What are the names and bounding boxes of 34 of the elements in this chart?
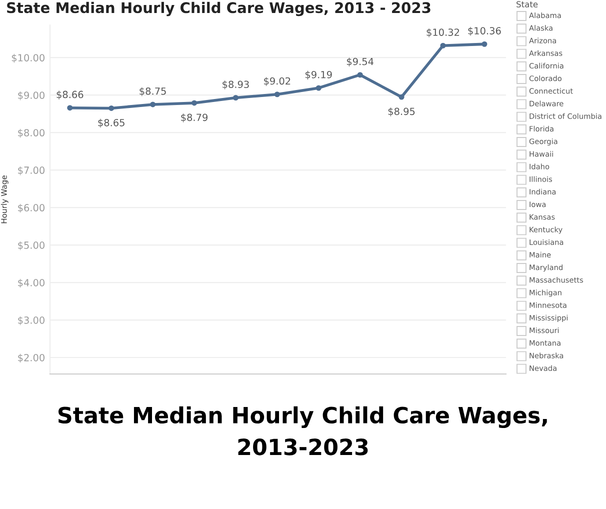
- data-label: $8.65: [98, 118, 124, 128]
- data-label: $8.75: [140, 87, 166, 96]
- data-label: $10.36: [468, 26, 501, 36]
- data-label: $10.32: [426, 28, 460, 38]
- data-label: $8.95: [388, 108, 415, 116]
- data-label: $9.54: [346, 58, 374, 66]
- data-label: $8.79: [181, 114, 208, 122]
- chart-title: State Median Hourly Child Care Wages, 2013 - 2023: [7, 2, 430, 16]
- point: [67, 105, 73, 111]
- y-tick-label: $3.00: [18, 316, 44, 326]
- point: [440, 42, 446, 48]
- y-tick-label: $10.00: [12, 54, 44, 63]
- data-label: $9.19: [306, 70, 332, 80]
- y-tick-label: $4.00: [18, 278, 44, 288]
- y-tick-label: $5.00: [18, 241, 44, 250]
- data-label: $8.93: [222, 80, 249, 90]
- point: [357, 72, 363, 78]
- y-tick-label: $7.00: [18, 166, 44, 176]
- point: [150, 102, 156, 108]
- text: State: [516, 1, 538, 8]
- data-label: $9.02: [264, 77, 290, 86]
- point: [398, 94, 404, 100]
- text: State Median Hourly Child Care Wages, 2013-2023: [58, 406, 547, 456]
- y-tick-label: $9.00: [18, 91, 44, 100]
- point: [108, 105, 114, 111]
- y-tick-label: $6.00: [18, 204, 44, 213]
- point: [274, 92, 280, 98]
- point: [482, 41, 488, 47]
- point: [191, 100, 198, 106]
- y-tick-label: $2.00: [18, 354, 44, 363]
- point: [232, 94, 238, 100]
- data-label: $8.66: [56, 90, 84, 100]
- point: [316, 85, 322, 91]
- y-tick-label: $8.00: [18, 128, 44, 138]
